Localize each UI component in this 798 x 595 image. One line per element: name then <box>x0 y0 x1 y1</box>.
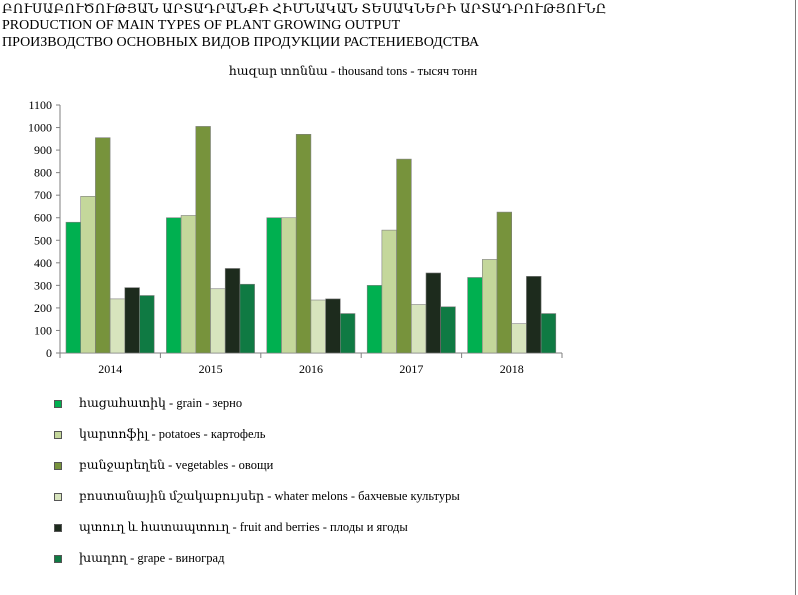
bar-2017-series-6 <box>440 306 456 354</box>
title-block: ԲՈՒՍԱԲՈՒԾՈՒԹՅԱՆ ԱՐՏԱԴՐԱՆՔԻ ՀԻՄՆԱԿԱՆ ՏԵՍԱ… <box>2 0 792 51</box>
legend-label: խաղող - grape - виноград <box>79 551 225 565</box>
bar-2018-series-5 <box>526 276 542 354</box>
bar-2016-series-5 <box>325 298 341 354</box>
legend-item: բանջարեղեն - vegetables - овощи <box>54 457 460 488</box>
bar-2014-series-4 <box>109 298 126 354</box>
legend-swatch <box>54 524 62 532</box>
y-tick-label: 200 <box>34 301 52 315</box>
x-tick-label: 2014 <box>98 362 122 376</box>
bar-2017-series-4 <box>410 304 427 354</box>
bar-2015-series-4 <box>210 288 226 354</box>
y-tick-label: 500 <box>34 233 52 247</box>
bar-chart: 0 100 200 300 400 500 600 700 800 900 1000 1100 2014… <box>28 98 563 376</box>
chart-unit-subtitle: հազար տոննա - thousand tons - тысяч тонн <box>228 64 478 78</box>
legend-label: բանջարեղեն - vegetables - овощи <box>79 458 274 472</box>
y-tick-label: 0 <box>46 346 52 360</box>
bar-2014-series-5 <box>124 287 140 354</box>
bar-2015-series-5 <box>224 268 241 354</box>
y-tick-label: 300 <box>34 278 52 292</box>
y-tick-label: 700 <box>34 188 52 202</box>
y-tick-label: 100 <box>34 323 52 337</box>
bar-2018-series-2 <box>481 259 498 354</box>
legend-label: պտուղ և հատապտուղ - fruit and berries - … <box>79 520 408 534</box>
bar-2016-series-1 <box>266 217 282 354</box>
legend-swatch <box>54 400 62 408</box>
legend-item: պտուղ և հատապտուղ - fruit and berries - … <box>54 519 460 550</box>
title-russian: ПРОИЗВОДСТВО ОСНОВНЫХ ВИДОВ ПРОДУКЦИИ РА… <box>2 35 480 50</box>
bar-2014-series-3 <box>95 137 111 354</box>
x-tick-label: 2018 <box>500 362 524 376</box>
bar-2017-series-1 <box>366 285 383 354</box>
x-tick-label: 2015 <box>199 362 223 376</box>
x-tick-label: 2016 <box>299 362 323 376</box>
bar-2016-series-2 <box>281 217 297 354</box>
bar-2016-series-3 <box>295 134 312 354</box>
y-tick-label: 1000 <box>28 121 52 135</box>
y-tick-label: 400 <box>34 256 52 270</box>
legend-swatch <box>54 555 62 563</box>
title-armenian: ԲՈՒՍԱԲՈՒԾՈՒԹՅԱՆ ԱՐՏԱԴՐԱՆՔԻ ՀԻՄՆԱԿԱՆ ՏԵՍԱ… <box>2 1 607 16</box>
bar-2014-series-2 <box>80 196 96 354</box>
legend-item: կարտոֆիլ - potatoes - картофель <box>54 426 460 457</box>
bar-2018-series-1 <box>467 277 483 354</box>
legend-label: հացահատիկ - grain - зерно <box>79 396 243 410</box>
legend-label: կարտոֆիլ - potatoes - картофель <box>79 427 266 441</box>
bar-2018-series-4 <box>511 323 527 354</box>
bar-2016-series-6 <box>339 313 356 354</box>
chart-legend: հացահատիկ - grain - зерно կարտոֆիլ - pota… <box>54 395 460 581</box>
bar-2016-series-4 <box>310 299 326 354</box>
y-tick-label: 800 <box>34 166 52 180</box>
legend-swatch <box>54 493 62 501</box>
bar-2014-series-1 <box>65 221 81 354</box>
legend-item: բոստանային մշակաբույսեր - whater melons … <box>54 488 460 519</box>
bar-2017-series-2 <box>381 229 397 354</box>
legend-swatch <box>54 431 62 439</box>
bar-2018-series-3 <box>496 211 512 354</box>
y-tick-label: 900 <box>34 143 52 157</box>
right-border <box>795 0 796 595</box>
y-tick-label: 600 <box>34 211 52 225</box>
bar-2017-series-5 <box>425 272 441 354</box>
bar-2015-series-1 <box>166 217 182 354</box>
legend-label: բոստանային մշակաբույսեր - whater melons … <box>79 489 460 503</box>
bar-2017-series-3 <box>396 158 412 354</box>
legend-item: խաղող - grape - виноград <box>54 550 460 581</box>
bar-2015-series-2 <box>180 215 197 354</box>
bar-2015-series-6 <box>239 283 255 354</box>
legend-item: հացահատիկ - grain - зерно <box>54 395 460 426</box>
y-tick-label: 1100 <box>28 98 52 112</box>
title-english: PRODUCTION OF MAIN TYPES OF PLANT GROWIN… <box>2 18 401 33</box>
bar-2014-series-6 <box>139 295 155 354</box>
bar-2015-series-3 <box>195 126 211 354</box>
x-tick-label: 2017 <box>399 362 423 376</box>
bar-2018-series-6 <box>540 313 557 354</box>
legend-swatch <box>54 462 62 470</box>
